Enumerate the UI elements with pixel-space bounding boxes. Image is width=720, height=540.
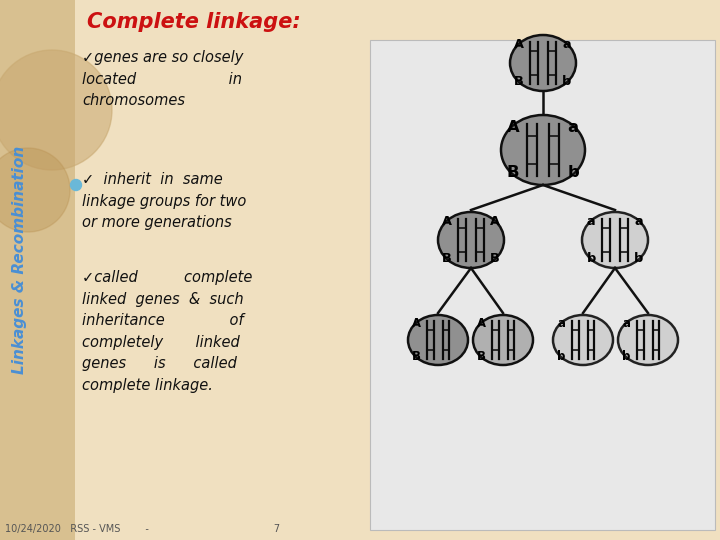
Text: a: a	[562, 38, 571, 51]
Ellipse shape	[510, 35, 576, 91]
Text: Complete linkage:: Complete linkage:	[87, 12, 301, 32]
Text: a: a	[587, 215, 595, 228]
Ellipse shape	[618, 315, 678, 365]
Text: a: a	[557, 317, 565, 330]
Text: B: B	[477, 350, 486, 363]
Text: A: A	[490, 215, 500, 228]
Text: ✓called          complete
linked  genes  &  such
inheritance              of
com: ✓called complete linked genes & such inh…	[82, 270, 253, 393]
Text: A: A	[477, 317, 486, 330]
Text: B: B	[442, 252, 452, 265]
Text: B: B	[412, 350, 421, 363]
Text: b: b	[557, 350, 566, 363]
Text: Linkages & Recombination: Linkages & Recombination	[12, 146, 27, 374]
Text: a: a	[623, 317, 630, 330]
Text: a: a	[634, 215, 643, 228]
Text: A: A	[412, 317, 421, 330]
Text: A: A	[506, 120, 519, 135]
Text: b: b	[562, 75, 572, 87]
Text: b: b	[634, 252, 644, 265]
Ellipse shape	[408, 315, 468, 365]
Text: 10/24/2020   RSS - VMS        -                                        7: 10/24/2020 RSS - VMS - 7	[5, 524, 280, 534]
Circle shape	[71, 179, 81, 191]
FancyBboxPatch shape	[0, 0, 75, 540]
Text: B: B	[506, 165, 519, 180]
Text: A: A	[442, 215, 452, 228]
Ellipse shape	[501, 115, 585, 185]
Text: ✓genes are so closely
located                    in
chromosomes: ✓genes are so closely located in chromos…	[82, 50, 243, 108]
Ellipse shape	[473, 315, 533, 365]
Text: A: A	[514, 38, 524, 51]
Text: ✓  inherit  in  same
linkage groups for two
or more generations: ✓ inherit in same linkage groups for two…	[82, 172, 246, 230]
Text: b: b	[622, 350, 631, 363]
Circle shape	[0, 148, 70, 232]
Ellipse shape	[438, 212, 504, 268]
Text: a: a	[568, 120, 579, 135]
FancyBboxPatch shape	[370, 40, 715, 530]
Text: b: b	[587, 252, 596, 265]
Text: B: B	[514, 75, 524, 87]
Circle shape	[0, 50, 112, 170]
Ellipse shape	[553, 315, 613, 365]
Ellipse shape	[582, 212, 648, 268]
Text: b: b	[567, 165, 579, 180]
Text: B: B	[490, 252, 500, 265]
